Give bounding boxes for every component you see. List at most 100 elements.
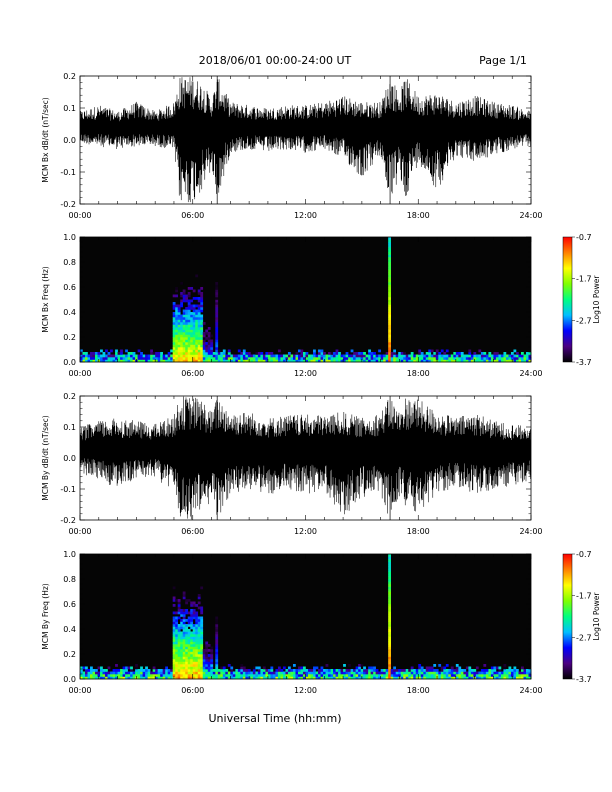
spectrogram-cell	[105, 674, 108, 677]
spectrogram-cell	[260, 352, 264, 355]
spectrogram-cell	[385, 359, 389, 363]
spectrogram-cell	[490, 357, 494, 360]
spectrogram-cell	[192, 289, 196, 293]
spectrogram-cell	[82, 674, 86, 677]
spectrogram-cell	[247, 674, 251, 677]
spectrogram-cell	[165, 359, 168, 363]
spectrogram-cell	[182, 616, 186, 620]
spectrogram-cell	[215, 289, 219, 293]
spectrogram-cell	[370, 357, 374, 360]
spectrogram-cell	[185, 609, 189, 612]
spectrogram-cell	[157, 352, 161, 355]
y-axis-label: MCM Bx dB/dt (nT/sec)	[41, 97, 50, 182]
spectrogram-cell	[403, 669, 407, 672]
spectrogram-cell	[325, 674, 329, 677]
spectrogram-cell	[375, 671, 379, 675]
spectrogram-cell	[115, 674, 118, 677]
spectrogram-cell	[520, 354, 524, 358]
spectrogram-cell	[187, 671, 191, 675]
spectrogram-cell	[155, 669, 158, 672]
spectrogram-cell	[172, 621, 176, 625]
spectrogram-cell	[277, 357, 281, 360]
spectrogram-cell	[310, 671, 314, 675]
spectrogram-cell	[97, 666, 101, 670]
spectrogram-cell	[313, 669, 316, 672]
spectrogram-cell	[190, 676, 194, 680]
spectrogram-cell	[180, 304, 184, 308]
spectrogram-cell	[202, 322, 206, 325]
spectrogram-cell	[378, 357, 381, 360]
spectrogram-cell	[225, 357, 229, 360]
spectrogram-cell	[220, 676, 224, 680]
spectrogram-cell	[237, 671, 241, 675]
spectrogram-cell	[187, 621, 191, 625]
spectrogram-cell	[182, 319, 186, 323]
spectrogram-cell	[438, 352, 442, 355]
spectrogram-cell	[388, 619, 391, 622]
spectrogram-cell	[87, 669, 91, 672]
spectrogram-cell	[160, 352, 163, 355]
spectrogram-cell	[420, 674, 424, 677]
x-tick-label: 18:00	[407, 686, 430, 695]
spectrogram-cell	[177, 354, 181, 358]
spectrogram-cell	[197, 671, 201, 675]
spectrogram-cell	[182, 334, 186, 338]
spectrogram-cell	[130, 354, 133, 358]
spectrogram-cell	[423, 676, 427, 680]
spectrogram-cell	[205, 651, 209, 655]
spectrogram-cell	[385, 357, 389, 360]
spectrogram-cell	[470, 669, 474, 672]
spectrogram-cell	[100, 671, 103, 675]
spectrogram-cell	[175, 619, 179, 622]
spectrogram-cell	[235, 354, 239, 358]
spectrogram-cell	[187, 634, 191, 637]
spectrogram-cell	[370, 666, 374, 670]
spectrogram-cell	[528, 671, 532, 675]
spectrogram-cell	[365, 357, 369, 360]
spectrogram-cell	[505, 354, 509, 358]
spectrogram-cell	[287, 676, 291, 680]
spectrogram-cell	[475, 354, 479, 358]
spectrogram-cell	[187, 329, 191, 333]
spectrogram-cell	[182, 332, 186, 335]
spectrogram-cell	[508, 666, 512, 670]
spectrogram-cell	[240, 352, 244, 355]
spectrogram-cell	[120, 359, 123, 363]
y-tick-label: 0.0	[63, 675, 76, 684]
spectrogram-cell	[200, 339, 204, 343]
spectrogram-cell	[257, 357, 261, 360]
spectrogram-cell	[190, 299, 194, 303]
spectrogram-cell	[107, 666, 111, 670]
spectrogram-cell	[197, 649, 201, 652]
spectrogram-cell	[142, 676, 146, 680]
spectrogram-cell	[453, 354, 457, 358]
spectrogram-cell	[525, 669, 529, 672]
spectrogram-cell	[360, 354, 364, 358]
spectrogram-cell	[373, 671, 376, 675]
spectrogram-cell	[177, 654, 181, 657]
spectrogram-cell	[182, 669, 186, 672]
spectrogram-cell	[430, 671, 434, 675]
spectrogram-cell	[192, 332, 196, 335]
spectrogram-cell	[92, 357, 96, 360]
spectrogram-cell	[403, 357, 407, 360]
spectrogram-cell	[257, 666, 261, 670]
panel-2-spectrogram: 00:00 06:00 12:00 18:00 24:000.00.20.40.60.8…	[41, 233, 601, 378]
spectrogram-cell	[172, 611, 176, 615]
spectrogram-cell	[177, 651, 181, 655]
colorbar-label: Log10 Power	[592, 275, 601, 324]
spectrogram-cell	[182, 591, 186, 595]
spectrogram-cell	[215, 349, 219, 353]
spectrogram-cell	[230, 669, 234, 672]
spectrogram-cell	[172, 604, 176, 607]
spectrogram-cell	[520, 671, 524, 675]
spectrogram-cell	[247, 671, 251, 675]
spectrogram-cell	[410, 669, 414, 672]
spectrogram-cell	[320, 676, 324, 680]
spectrogram-cell	[483, 674, 487, 677]
spectrogram-cell	[508, 354, 512, 358]
spectrogram-cell	[425, 359, 429, 363]
spectrogram-cell	[242, 666, 246, 670]
spectrogram-cell	[175, 324, 179, 328]
spectrogram-cell	[197, 334, 201, 338]
